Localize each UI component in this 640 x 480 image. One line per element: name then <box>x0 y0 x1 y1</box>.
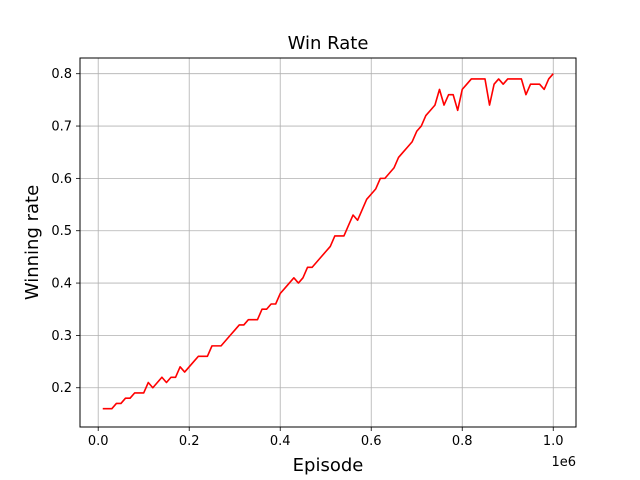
x-tick-label: 0.0 <box>88 434 109 449</box>
y-tick-label: 0.6 <box>51 172 72 187</box>
y-tick-label: 0.7 <box>51 120 72 135</box>
x-tick-label: 0.2 <box>179 434 200 449</box>
series-line <box>102 73 554 410</box>
x-tick-label: 0.6 <box>361 434 382 449</box>
y-tick-label: 0.3 <box>51 329 72 344</box>
y-tick-label: 0.5 <box>51 224 72 239</box>
series-layer <box>102 73 554 410</box>
x-tick-label: 0.4 <box>270 434 291 449</box>
y-tick-label: 0.2 <box>51 381 72 396</box>
x-tick-label: 1.0 <box>543 434 564 449</box>
grid <box>80 58 576 427</box>
y-tick-label: 0.8 <box>51 67 72 82</box>
y-axis-label: Winning rate <box>22 185 43 300</box>
chart-title: Win Rate <box>288 33 369 54</box>
ticks: 0.0 0.2 0.4 0.6 0.8 1.0 0.2 0.3 0.4 0.5 0.6 0.7 0.8 <box>51 67 563 449</box>
x-axis-label: Episode <box>293 455 364 476</box>
x-tick-label: 0.8 <box>452 434 473 449</box>
plot-frame <box>79 57 577 428</box>
x-axis-offset-label: 1e6 <box>551 455 576 470</box>
y-tick-label: 0.4 <box>51 277 72 292</box>
